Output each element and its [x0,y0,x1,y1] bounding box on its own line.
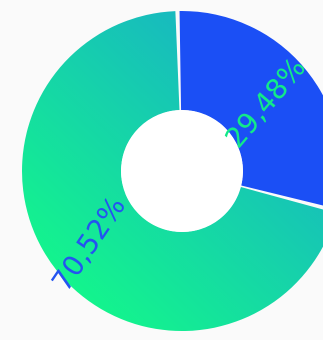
slices [22,11,323,331]
slice-1 [22,11,323,331]
slice-2 [179,11,323,206]
donut-hole [121,110,243,232]
